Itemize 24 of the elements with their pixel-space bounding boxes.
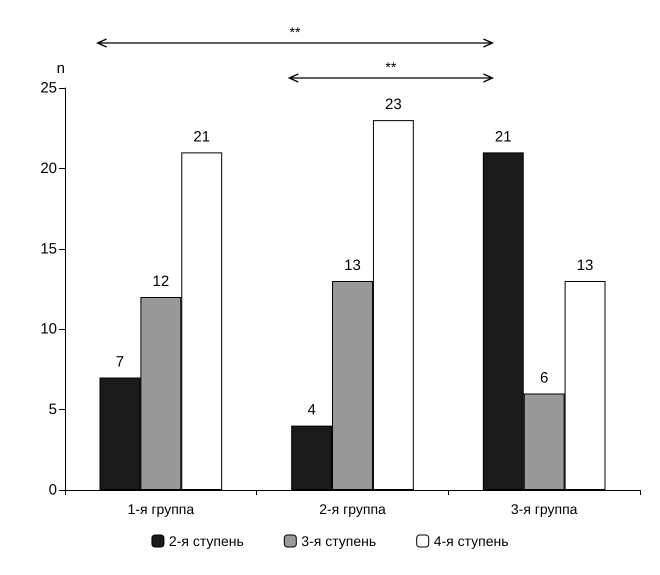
y-tick-label: 15: [40, 240, 57, 258]
text: **: [290, 24, 301, 40]
x-tick-label: 1-я группа: [128, 501, 194, 517]
data-label: 6: [540, 370, 548, 387]
legend-label: 2-я ступень: [168, 533, 244, 549]
text: **: [385, 59, 397, 75]
data-label: 21: [494, 128, 512, 146]
x-tick-label: 3-я группа: [510, 501, 578, 517]
data-label: 7: [116, 353, 124, 370]
y-axis-title: n: [56, 60, 65, 77]
y-tick-label: 10: [40, 320, 57, 338]
x-tick-label: 2-я группа: [319, 501, 386, 517]
data-label: 21: [193, 128, 210, 146]
data-label: 23: [385, 96, 402, 114]
legend-label: 3-я ступень: [301, 533, 376, 549]
y-tick-label: 20: [40, 160, 57, 177]
y-tick-label: 0: [48, 482, 57, 498]
legend-label: 4-я ступень: [434, 533, 509, 549]
data-label: 12: [152, 273, 170, 290]
data-label: 13: [344, 256, 361, 274]
y-tick-label: 25: [40, 80, 57, 96]
data-label: 4: [307, 402, 316, 419]
y-tick-label: 5: [48, 401, 57, 418]
data-label: 13: [576, 256, 594, 274]
